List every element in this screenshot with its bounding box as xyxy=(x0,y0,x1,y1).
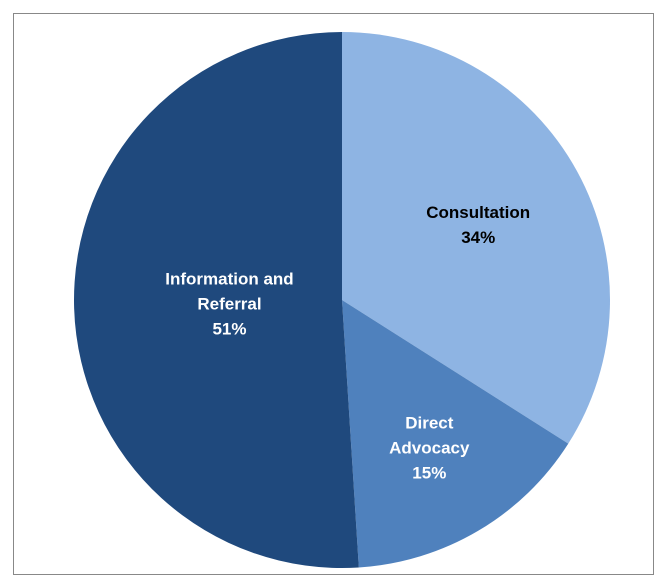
pie-slice xyxy=(73,32,359,569)
slice-label: Direct Advocacy 15% xyxy=(379,410,479,485)
pie-slice xyxy=(342,32,610,444)
category-label: Information and Referral xyxy=(165,269,294,314)
value-label: 51% xyxy=(212,319,247,339)
slice-label: Information and Referral 51% xyxy=(159,266,299,341)
value-label: 34% xyxy=(461,228,496,248)
category-label: Consultation xyxy=(426,203,531,223)
slice-label: Consultation 34% xyxy=(398,200,558,250)
category-label: Direct Advocacy xyxy=(389,413,470,458)
value-label: 15% xyxy=(412,463,447,483)
pie-slice xyxy=(342,300,569,568)
